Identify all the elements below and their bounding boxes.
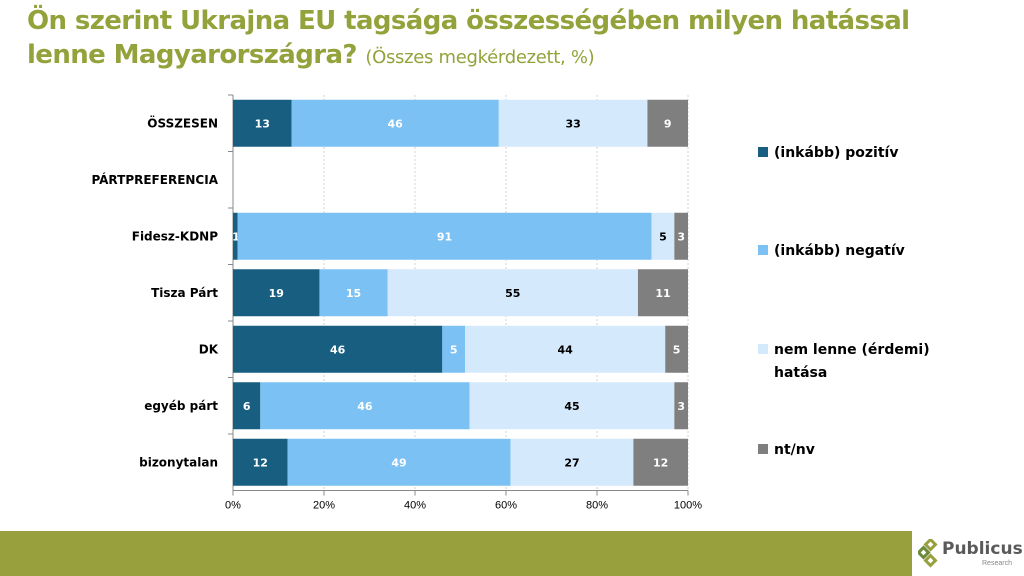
logo-icon <box>918 539 938 568</box>
category-label: DK <box>199 342 219 356</box>
legend-swatch <box>758 344 768 354</box>
data-label: 12 <box>653 456 668 469</box>
data-label: 1 <box>232 230 240 243</box>
bar-segment <box>637 269 688 317</box>
data-label: 9 <box>664 117 672 130</box>
logo-name: Publicus <box>942 539 1023 559</box>
footer-band <box>0 531 912 576</box>
data-label: 27 <box>564 456 579 469</box>
category-label: Tisza Párt <box>151 286 218 300</box>
bar-segment <box>233 99 292 147</box>
bar-segment <box>510 438 634 486</box>
data-label: 13 <box>255 117 270 130</box>
category-label: PÁRTPREFERENCIA <box>91 172 218 187</box>
data-label: 46 <box>357 400 373 413</box>
category-label: egyéb párt <box>144 399 218 413</box>
data-label: 11 <box>655 287 670 300</box>
legend-label: (inkább) negatív <box>774 243 905 259</box>
bar-segment <box>674 382 688 430</box>
category-label: Fidesz-KDNP <box>132 229 218 243</box>
data-label: 19 <box>269 287 284 300</box>
category-label: bizonytalan <box>139 455 218 469</box>
legend-label: nt/nv <box>774 442 815 458</box>
bar-segment <box>387 269 638 317</box>
bar-segment <box>633 438 688 486</box>
bar-segment <box>233 269 320 317</box>
legend-label: nem lenne (érdemi) <box>774 342 930 358</box>
bar-segment <box>647 99 688 147</box>
x-tick-label: 40% <box>404 500 426 512</box>
data-label: 5 <box>659 230 667 243</box>
legend-label: (inkább) pozitív <box>774 145 898 161</box>
title-main: Ön szerint Ukrajna EU tagsága összességé… <box>27 6 910 70</box>
bar-segment <box>674 212 688 260</box>
data-label: 49 <box>391 456 406 469</box>
x-tick-label: 80% <box>586 500 608 512</box>
data-label: 91 <box>437 230 452 243</box>
x-tick-label: 0% <box>225 500 241 512</box>
data-label: 46 <box>388 117 404 130</box>
bar-segment <box>465 325 666 373</box>
data-label: 45 <box>564 400 579 413</box>
bar-segment <box>651 212 675 260</box>
legend-swatch <box>758 147 768 157</box>
bar-segment <box>233 325 443 373</box>
bar-segment <box>237 212 652 260</box>
bar-segment <box>233 438 288 486</box>
title-subtitle: (Összes megkérdezett, %) <box>365 47 595 68</box>
legend-swatch <box>758 444 768 454</box>
bar-segment <box>287 438 511 486</box>
bar-segment <box>469 382 675 430</box>
logo-sub: Research <box>982 560 1012 567</box>
data-label: 33 <box>565 117 580 130</box>
bar-segment <box>260 382 470 430</box>
data-label: 12 <box>253 456 268 469</box>
category-label: ÖSSZESEN <box>147 115 218 130</box>
bar-segment <box>498 99 648 147</box>
bar-segment <box>233 382 261 430</box>
x-tick-label: 100% <box>674 500 702 512</box>
data-label: 6 <box>243 400 251 413</box>
data-label: 15 <box>346 287 361 300</box>
data-label: 5 <box>450 343 458 356</box>
bar-segment <box>291 99 499 147</box>
bar-segment <box>233 212 238 260</box>
data-label: 55 <box>505 287 520 300</box>
bar-segment <box>319 269 388 317</box>
data-label: 44 <box>557 343 573 356</box>
legend-swatch <box>758 245 768 255</box>
x-tick-label: 60% <box>495 500 517 512</box>
data-label: 3 <box>677 400 685 413</box>
bar-segment <box>665 325 688 373</box>
chart-title: Ön szerint Ukrajna EU tagsága összességé… <box>27 4 987 75</box>
x-tick-label: 20% <box>313 500 335 512</box>
bar-segment <box>442 325 466 373</box>
legend-label-cont: hatása <box>774 365 827 381</box>
data-label: 3 <box>677 230 685 243</box>
data-label: 46 <box>330 343 346 356</box>
publicus-logo: Publicus Research <box>918 535 1024 575</box>
data-label: 5 <box>673 343 681 356</box>
